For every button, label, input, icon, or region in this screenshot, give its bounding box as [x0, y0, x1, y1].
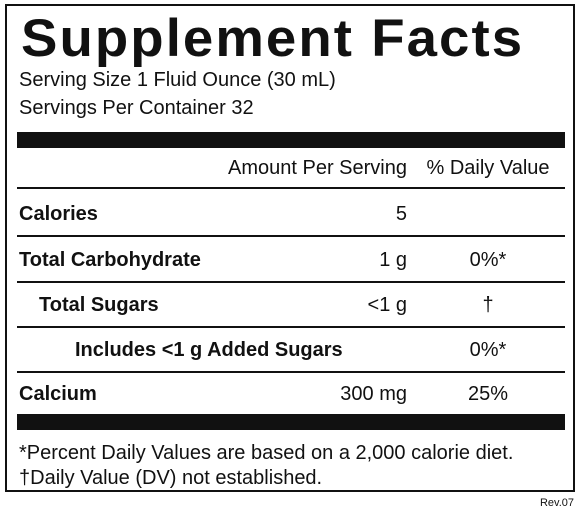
thick-rule	[17, 132, 565, 148]
nutrient-name: Total Carbohydrate	[19, 249, 201, 271]
nutrient-name: Calcium	[19, 383, 97, 405]
nutrient-name: Total Sugars	[39, 294, 159, 316]
footnote: †Daily Value (DV) not established.	[19, 467, 323, 489]
daily-value: 0%*	[469, 339, 507, 361]
dv-header: % Daily Value	[426, 157, 550, 179]
nutrient-name: Includes <1 g Added Sugars	[75, 339, 343, 361]
daily-value: †	[482, 294, 494, 316]
daily-value: 0%*	[469, 249, 507, 271]
label: Supplement Facts Serving Size 1 Fluid Ou…	[5, 4, 575, 492]
serving-size: Serving Size 1 Fluid Ounce (30 mL)	[19, 69, 336, 91]
revision: Rev.07	[539, 497, 574, 509]
rule	[17, 187, 565, 189]
daily-value: 25%	[467, 383, 509, 405]
title: Supplement Facts	[21, 9, 525, 68]
rule	[17, 281, 565, 283]
footnote: *Percent Daily Values are based on a 2,0…	[19, 442, 514, 464]
rule	[17, 371, 565, 373]
nutrient-name: Calories	[19, 203, 98, 225]
rule	[17, 326, 565, 328]
amount-header: Amount Per Serving	[228, 157, 407, 179]
servings-per-container: Servings Per Container 32	[19, 97, 254, 119]
amount: 1 g	[379, 249, 407, 271]
thick-rule	[17, 414, 565, 430]
amount: <1 g	[367, 294, 407, 316]
rule	[17, 235, 565, 237]
amount: 300 mg	[340, 383, 407, 405]
amount: 5	[395, 203, 407, 225]
